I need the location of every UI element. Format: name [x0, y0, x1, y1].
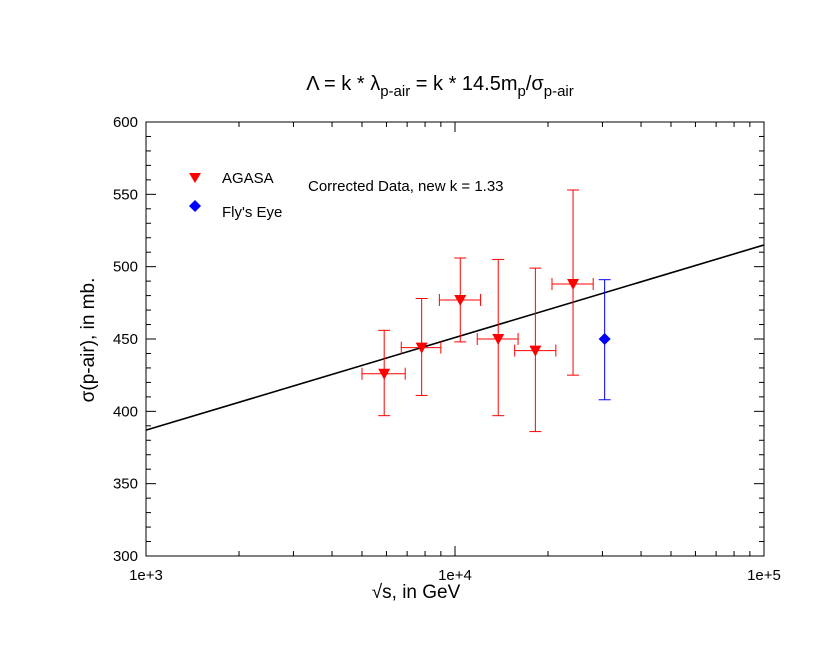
title-slash: / — [526, 73, 532, 95]
y-tick-label: 450 — [113, 331, 138, 348]
data-point-fly-s-eye — [598, 333, 611, 345]
title-sigma: σ — [531, 73, 544, 95]
title-equals-k-star: = k * — [319, 73, 371, 95]
y-tick-label: 600 — [113, 114, 138, 131]
legend-marker-agasa — [189, 173, 201, 183]
legend: AGASA Fly's Eye — [189, 170, 282, 221]
x-tick-label: 1e+3 — [129, 567, 163, 584]
y-tick-label: 400 — [113, 403, 138, 420]
data-point-agasa — [492, 334, 505, 345]
title-equals-k-star-14p5m: = k * 14.5m — [410, 73, 517, 95]
data-point-agasa — [415, 342, 428, 354]
legend-entry-flys-eye: Fly's Eye — [189, 200, 282, 221]
series-fly-s-eye — [598, 279, 611, 401]
legend-marker-flys-eye — [189, 200, 201, 212]
series-agasa — [361, 189, 594, 433]
title-sub-p: p — [518, 83, 526, 100]
plot-area: 300 350 400 450 500 550 600 1e+3 1e+4 1e+5 — [113, 114, 781, 584]
title-lambda: Λ — [306, 73, 320, 95]
legend-label-flys-eye: Fly's Eye — [222, 204, 282, 221]
y-tick-label: 300 — [113, 548, 138, 565]
legend-entry-agasa: AGASA — [189, 170, 274, 187]
y-tick-label: 550 — [113, 186, 138, 203]
y-tick-label: 500 — [113, 259, 138, 276]
x-axis-label: √s, in GeV — [372, 582, 461, 603]
data-point-agasa — [454, 294, 467, 306]
title-sub-p-air-2: p-air — [544, 83, 574, 100]
fit-line — [145, 244, 765, 431]
data-point-agasa — [529, 345, 542, 357]
title-sub-p-air-1: p-air — [380, 83, 410, 100]
chart-title: Λ = k * λp-air = k * 14.5mp/σp-air — [306, 73, 574, 100]
legend-label-agasa: AGASA — [222, 170, 274, 187]
data-point-agasa — [567, 279, 580, 291]
data-point-agasa — [378, 368, 391, 380]
y-axis-label: σ(p-air), in mb. — [78, 278, 99, 403]
title-lambda-small: λ — [370, 73, 380, 95]
chart-annotation: Corrected Data, new k = 1.33 — [308, 178, 504, 195]
x-tick-label: 1e+4 — [438, 567, 472, 584]
x-tick-label: 1e+5 — [747, 567, 781, 584]
y-tick-label: 350 — [113, 476, 138, 493]
